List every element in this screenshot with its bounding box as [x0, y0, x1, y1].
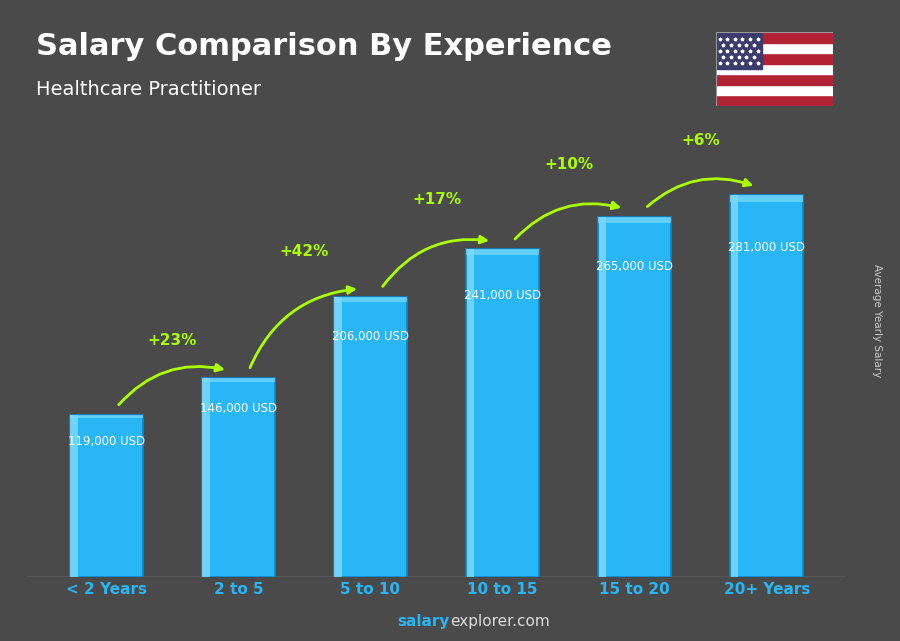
Text: +17%: +17% — [412, 192, 461, 208]
Text: +6%: +6% — [681, 133, 720, 148]
Bar — [466, 249, 473, 577]
Bar — [70, 415, 77, 577]
Bar — [334, 297, 407, 302]
Text: Healthcare Practitioner: Healthcare Practitioner — [36, 80, 261, 99]
Bar — [731, 195, 738, 577]
Bar — [716, 32, 762, 69]
Bar — [716, 53, 832, 63]
Text: +42%: +42% — [280, 244, 329, 260]
Bar — [598, 217, 606, 577]
FancyArrowPatch shape — [382, 237, 486, 287]
FancyArrowPatch shape — [119, 365, 222, 405]
Text: explorer.com: explorer.com — [450, 615, 550, 629]
Bar — [598, 217, 671, 223]
Text: +10%: +10% — [544, 157, 593, 172]
Text: 241,000 USD: 241,000 USD — [464, 288, 541, 301]
Text: Average Yearly Salary: Average Yearly Salary — [872, 264, 883, 377]
FancyArrowPatch shape — [250, 287, 354, 368]
Bar — [716, 85, 832, 96]
Bar — [466, 249, 539, 255]
Bar — [731, 195, 803, 202]
Bar — [466, 249, 539, 577]
Text: salary: salary — [398, 615, 450, 629]
Text: 146,000 USD: 146,000 USD — [200, 402, 277, 415]
Text: +23%: +23% — [148, 333, 197, 348]
Bar — [335, 297, 342, 577]
Text: 281,000 USD: 281,000 USD — [728, 240, 806, 254]
Bar — [70, 415, 142, 418]
Text: 119,000 USD: 119,000 USD — [68, 435, 145, 447]
Bar — [334, 297, 407, 577]
FancyArrowPatch shape — [647, 179, 751, 206]
Bar — [716, 32, 832, 42]
Text: 265,000 USD: 265,000 USD — [596, 260, 673, 273]
Text: Salary Comparison By Experience: Salary Comparison By Experience — [36, 32, 612, 61]
Text: 206,000 USD: 206,000 USD — [332, 330, 409, 344]
Bar — [731, 195, 803, 577]
Bar — [716, 42, 832, 53]
Bar — [202, 378, 274, 577]
Bar — [716, 96, 832, 106]
Bar — [202, 378, 210, 577]
Bar — [70, 415, 142, 577]
FancyArrowPatch shape — [515, 202, 618, 239]
Bar — [202, 378, 274, 382]
Bar — [716, 74, 832, 85]
Bar — [716, 63, 832, 74]
Bar — [598, 217, 671, 577]
